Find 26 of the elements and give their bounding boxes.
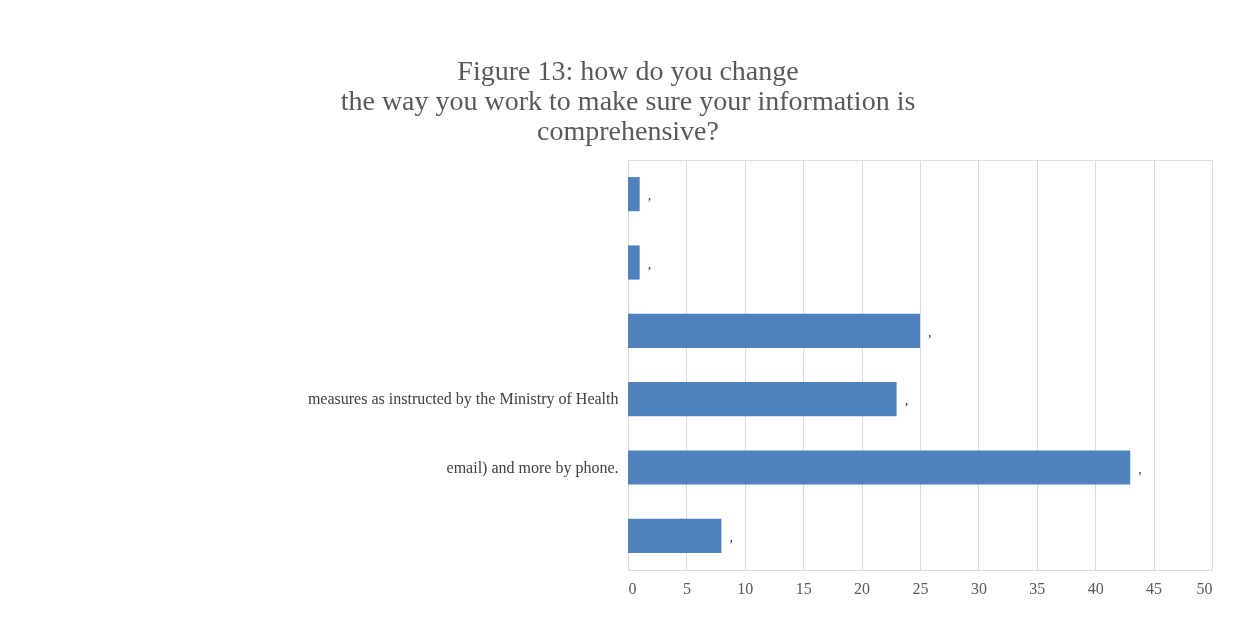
x-tick-label: 40 xyxy=(1087,579,1104,597)
data-label: , xyxy=(928,324,932,340)
x-tick-label: 10 xyxy=(737,579,754,597)
x-tick-label: 45 xyxy=(1146,579,1163,597)
data-label: , xyxy=(647,256,652,272)
x-tick-label: 35 xyxy=(1029,579,1046,597)
bar xyxy=(628,313,920,348)
data-label: , xyxy=(729,529,733,545)
x-tick-label: 50 xyxy=(1196,579,1213,597)
bar xyxy=(628,518,722,553)
bar xyxy=(628,382,897,417)
x-tick-label: 5 xyxy=(682,579,691,597)
bar xyxy=(628,177,640,212)
y-tick-label: measures as instructed by the Ministry of Health xyxy=(307,390,619,409)
x-tick-label: 25 xyxy=(912,579,929,597)
x-tick-label: 15 xyxy=(795,579,812,597)
data-label: , xyxy=(904,393,909,409)
bar xyxy=(628,450,1131,485)
x-tick-label: 20 xyxy=(854,579,871,597)
x-tick-label: 30 xyxy=(970,579,987,597)
y-tick-label: email) and more by phone. xyxy=(446,458,619,477)
chart-title: Figure 13: how do you change the way you work to make sure your information is comprehensive? xyxy=(340,55,916,146)
data-label: , xyxy=(1138,461,1142,477)
x-tick-label: 0 xyxy=(628,579,637,597)
data-label: , xyxy=(647,188,652,204)
bar xyxy=(628,245,640,280)
